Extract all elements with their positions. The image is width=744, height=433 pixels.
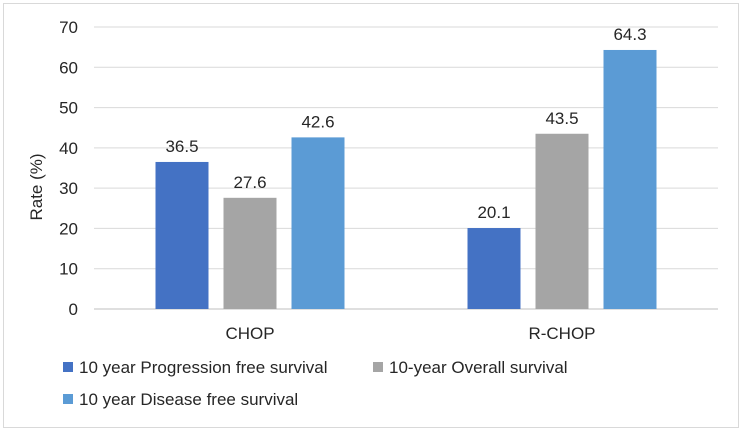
x-tick-label: CHOP (225, 324, 274, 343)
legend-swatch (63, 362, 73, 372)
y-tick-label: 40 (59, 139, 78, 158)
legend-label: 10 year Disease free survival (79, 390, 298, 409)
data-label: 42.6 (301, 112, 334, 131)
data-label: 64.3 (613, 25, 646, 44)
y-tick-label: 60 (59, 58, 78, 77)
x-tick-label: R-CHOP (528, 324, 595, 343)
bar-r-chop-series-3 (603, 49, 657, 309)
x-axis-ticks: CHOP R-CHOP (225, 324, 595, 343)
y-tick-label: 0 (69, 300, 78, 319)
bar-chop-series-3 (291, 137, 345, 309)
bar-r-chop-series-2 (535, 133, 589, 309)
bar-r-chop-series-1 (467, 228, 521, 309)
legend-item: 10 year Disease free survival (63, 390, 298, 409)
y-tick-label: 30 (59, 179, 78, 198)
bars (155, 49, 657, 309)
y-axis-label: Rate (%) (27, 153, 46, 220)
legend-swatch (63, 394, 73, 404)
bar-chop-series-2 (223, 197, 277, 309)
y-tick-label: 70 (59, 18, 78, 37)
data-label: 43.5 (545, 109, 578, 128)
y-tick-label: 10 (59, 260, 78, 279)
legend-item: 10-year Overall survival (373, 358, 568, 377)
data-label: 20.1 (477, 203, 510, 222)
legend-swatch (373, 362, 383, 372)
legend-label: 10 year Progression free survival (79, 358, 328, 377)
legend-label: 10-year Overall survival (389, 358, 568, 377)
y-axis-ticks: 0 10 20 30 40 50 60 70 (59, 18, 78, 319)
y-tick-label: 50 (59, 99, 78, 118)
legend-item: 10 year Progression free survival (63, 358, 328, 377)
data-label: 36.5 (165, 137, 198, 156)
legend: 10 year Progression free survival 10-year… (63, 358, 568, 409)
data-label: 27.6 (233, 173, 266, 192)
y-tick-label: 20 (59, 219, 78, 238)
data-labels: 36.5 27.6 42.6 20.1 43.5 64.3 (165, 25, 646, 222)
bar-chop-series-1 (155, 161, 209, 309)
